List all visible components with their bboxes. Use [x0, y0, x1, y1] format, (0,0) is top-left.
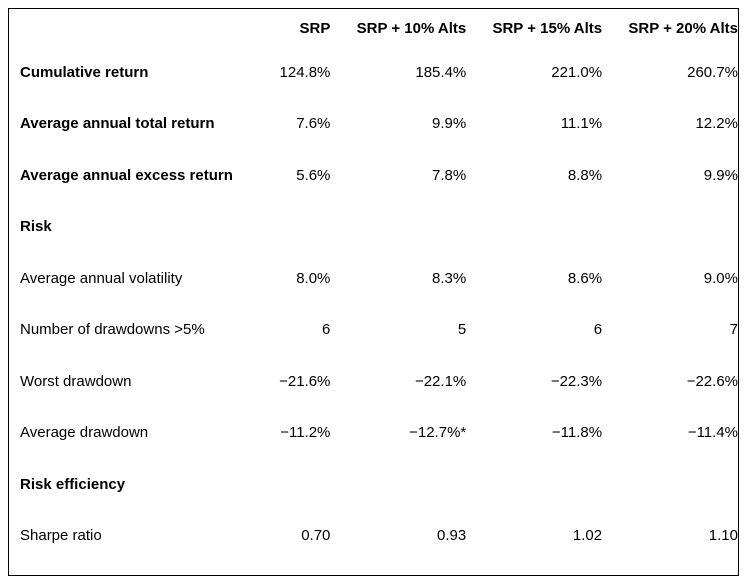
row-value-cell: 11.1%: [560, 115, 603, 133]
row-value-cell: 221.0%: [551, 63, 603, 81]
row-label: Average annual excess return: [20, 166, 233, 184]
row-value-cell: 1.02: [572, 527, 603, 545]
row-value-cell: [466, 202, 602, 254]
header-cell-srp-15-alts: SRP + 15% Alts: [492, 20, 603, 37]
row-value-cell: −21.6%: [279, 372, 331, 390]
row-value-cell: 12.2%: [695, 115, 738, 133]
row-value-cell: 124.8%: [279, 63, 331, 81]
table-body: Cumulative return 124.8% 185.4% 221.0% 260.7…: [9, 47, 738, 562]
row-label: Risk efficiency: [20, 475, 126, 493]
row-value-cell: −11.8%: [551, 424, 603, 442]
row-value-cell: 7: [729, 321, 738, 339]
row-value-cell: 260.7%: [687, 63, 738, 81]
row-value-cell: [330, 202, 466, 254]
row-value-cell: 5.6%: [296, 166, 331, 184]
row-value-cell: −11.4%: [687, 424, 738, 442]
table-row: Average drawdown −11.2% −12.7%* −11.8% −11.4…: [9, 408, 738, 460]
table-row: Risk: [9, 202, 738, 254]
row-value-cell: 5: [457, 321, 467, 339]
row-value-cell: [265, 459, 331, 511]
row-value-cell: −22.6%: [686, 372, 738, 390]
row-value-cell: [602, 459, 738, 511]
row-value-cell: 0.93: [437, 527, 467, 545]
row-value-cell: 8.3%: [432, 269, 467, 287]
table-row: Sharpe ratio 0.70 0.93 1.02 1.10: [9, 511, 738, 563]
row-value-cell: 6: [593, 321, 603, 339]
table-frame: SRP SRP + 10% Alts SRP + 15% Alts SRP + …: [8, 8, 739, 576]
row-value-cell: 8.6%: [567, 269, 603, 287]
row-label: Average annual volatility: [20, 269, 183, 287]
table-row: Average annual volatility 8.0% 8.3% 8.6% 9.0…: [9, 253, 738, 305]
row-value-cell: [602, 202, 738, 254]
row-value-cell: 7.8%: [432, 166, 467, 184]
row-value-cell: 1.10: [708, 527, 738, 545]
row-value-cell: −12.7%*: [409, 424, 467, 442]
row-value-cell: [466, 459, 602, 511]
row-value-cell: [330, 459, 466, 511]
table-row: Number of drawdowns >5% 6 5 6 7: [9, 305, 738, 357]
header-cell-label: [9, 9, 265, 47]
table-row: Average annual excess return 5.6% 7.8% 8.8%…: [9, 150, 738, 202]
row-value-cell: 8.8%: [567, 166, 603, 184]
row-value-cell: [265, 202, 331, 254]
row-value-cell: 0.70: [301, 527, 331, 545]
row-value-cell: 9.0%: [703, 269, 738, 287]
row-value-cell: 8.0%: [296, 269, 331, 287]
row-value-cell: −11.2%: [280, 424, 331, 442]
row-value-cell: 9.9%: [703, 166, 738, 184]
header-cell-srp-10-alts: SRP + 10% Alts: [356, 20, 467, 37]
row-value-cell: 7.6%: [296, 115, 331, 133]
table-row: Average annual total return 7.6% 9.9% 11.1%…: [9, 99, 738, 151]
row-label: Sharpe ratio: [20, 527, 102, 545]
row-label: Average drawdown: [20, 424, 149, 442]
table-row: Risk efficiency: [9, 459, 738, 511]
row-label: Average annual total return: [20, 115, 215, 133]
row-value-cell: 6: [322, 321, 331, 339]
row-value-cell: −22.3%: [550, 372, 603, 390]
row-value-cell: −22.1%: [414, 372, 467, 390]
row-label: Risk: [20, 218, 52, 236]
table-header-row: SRP SRP + 10% Alts SRP + 15% Alts SRP + …: [9, 9, 738, 47]
header-cell-srp-20-alts: SRP + 20% Alts: [628, 20, 738, 37]
row-value-cell: 9.9%: [432, 115, 467, 133]
row-label: Worst drawdown: [20, 372, 132, 390]
table-row: Cumulative return 124.8% 185.4% 221.0% 260.7…: [9, 47, 738, 99]
table-row: Worst drawdown −21.6% −22.1% −22.3% −22.6%: [9, 356, 738, 408]
row-value-cell: 185.4%: [415, 63, 467, 81]
row-label: Cumulative return: [20, 63, 149, 81]
performance-table: SRP SRP + 10% Alts SRP + 15% Alts SRP + …: [9, 9, 738, 562]
header-cell-srp: SRP: [299, 20, 331, 37]
row-label: Number of drawdowns >5%: [20, 321, 205, 339]
